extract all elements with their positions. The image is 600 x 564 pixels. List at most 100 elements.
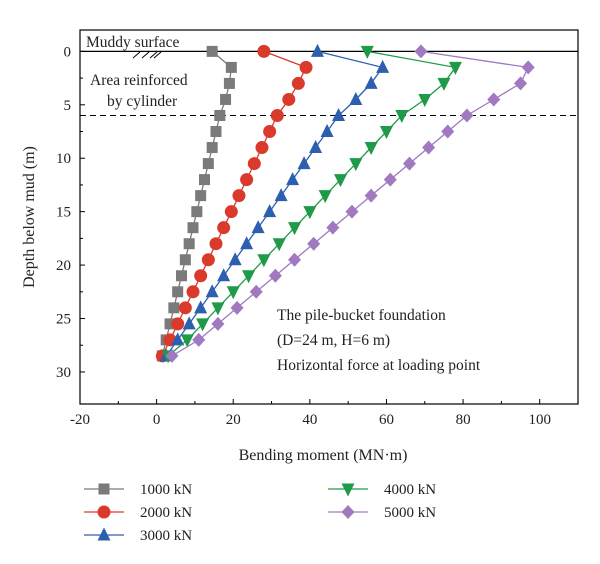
series-5000-kn	[165, 44, 535, 363]
legend: 1000 kN 2000 kN 3000 kN 4000 kN 5000 kN	[84, 482, 436, 544]
data-point	[249, 284, 263, 299]
x-tick-label: -20	[70, 412, 90, 428]
data-point	[225, 61, 237, 73]
data-point	[270, 108, 284, 122]
data-point	[172, 286, 184, 298]
foundation-info-line2: (D=24 m, H=6 m)	[277, 332, 390, 349]
y-tick-label: 20	[56, 258, 71, 274]
data-point	[460, 108, 474, 123]
data-point	[182, 316, 196, 330]
reference-lines	[80, 50, 578, 116]
data-point	[214, 109, 226, 121]
data-point	[364, 75, 378, 89]
plot-frame	[79, 29, 579, 405]
y-tick-label: 0	[64, 44, 72, 60]
x-tick-label: 0	[153, 412, 161, 428]
data-point	[332, 107, 346, 121]
legend-item: 1000 kN	[84, 482, 192, 498]
legend-marker	[341, 483, 355, 497]
y-tick-label: 5	[64, 98, 72, 114]
data-point	[379, 126, 393, 140]
data-point	[297, 156, 311, 170]
data-point	[164, 318, 176, 330]
x-axis-title: Bending moment (MN·m)	[239, 447, 408, 464]
y-tick-label: 25	[56, 312, 71, 328]
data-point	[318, 190, 332, 204]
data-point	[194, 269, 208, 283]
data-point	[242, 270, 256, 284]
data-point	[223, 77, 235, 89]
data-point	[414, 44, 428, 59]
data-point	[364, 188, 378, 203]
data-point	[187, 222, 199, 234]
data-point	[251, 220, 265, 234]
data-point	[209, 237, 223, 251]
legend-marker	[98, 483, 110, 495]
data-point	[311, 43, 325, 57]
data-point	[309, 140, 323, 154]
data-point	[274, 188, 288, 202]
data-point	[333, 174, 347, 188]
data-point	[376, 59, 390, 73]
muddy-surface-label: Muddy surface	[86, 34, 180, 51]
y-tick-label: 30	[56, 365, 71, 381]
data-point	[168, 302, 180, 314]
data-point	[210, 126, 222, 138]
y-tick-label: 15	[56, 205, 71, 221]
data-point	[288, 252, 302, 267]
foundation-info-line3: Horizontal force at loading point	[277, 357, 481, 374]
by-cylinder-label: by cylinder	[107, 93, 178, 110]
data-point	[263, 125, 277, 139]
data-point	[395, 109, 409, 123]
data-point	[206, 45, 218, 57]
data-point	[288, 222, 302, 236]
legend-item: 4000 kN	[328, 482, 436, 498]
legend-label: 3000 kN	[140, 528, 192, 544]
data-point	[418, 93, 432, 107]
series-4000-kn	[161, 45, 462, 364]
data-point	[364, 142, 378, 156]
series-layer	[155, 43, 535, 364]
data-point	[183, 238, 195, 250]
data-point	[349, 158, 363, 172]
legend-label: 5000 kN	[384, 505, 436, 521]
data-point	[202, 158, 214, 170]
data-point	[217, 221, 231, 235]
data-point	[268, 268, 282, 283]
data-point	[349, 91, 363, 105]
data-point	[487, 92, 501, 107]
data-point	[178, 301, 192, 315]
data-point	[360, 45, 374, 59]
data-point	[226, 286, 240, 300]
data-point	[422, 140, 436, 155]
data-point	[211, 316, 225, 331]
data-point	[448, 61, 462, 75]
data-point	[299, 60, 313, 74]
data-point	[176, 270, 188, 282]
y-axis-title: Depth below mud (m)	[21, 146, 38, 288]
legend-label: 4000 kN	[384, 482, 436, 498]
data-point	[224, 205, 238, 219]
data-point	[514, 76, 528, 91]
data-point	[402, 156, 416, 171]
data-point	[383, 172, 397, 187]
series-2000-kn	[155, 44, 313, 363]
data-point	[257, 44, 271, 58]
data-point	[186, 285, 200, 299]
data-point	[232, 189, 246, 203]
data-point	[201, 253, 215, 267]
data-point	[286, 172, 300, 186]
data-point	[165, 348, 179, 363]
data-point	[205, 284, 219, 298]
area-reinforced-label: Area reinforced	[90, 72, 188, 89]
data-point	[192, 332, 206, 347]
data-point	[199, 174, 210, 186]
data-point	[228, 252, 242, 266]
data-point	[194, 300, 208, 314]
legend-marker	[97, 527, 111, 541]
annotations: Muddy surface Area reinforced by cylinde…	[86, 34, 481, 374]
data-point	[211, 302, 225, 316]
legend-label: 1000 kN	[140, 482, 192, 498]
data-point	[326, 220, 340, 235]
